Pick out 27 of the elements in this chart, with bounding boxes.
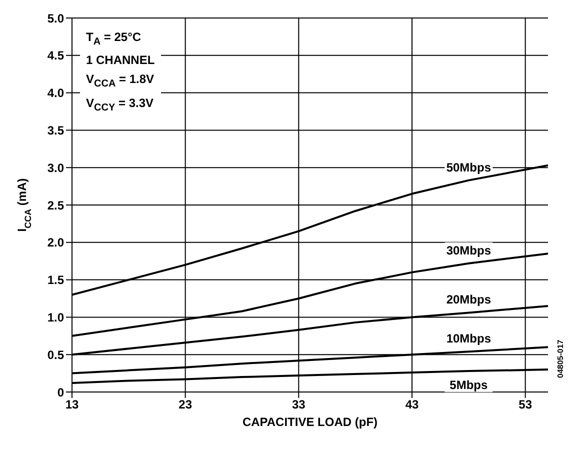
annotation: V$_{CCA}$ = 1.8V [86, 71, 155, 92]
y-tick-label: 3.5 [47, 123, 64, 138]
y-tick-label: 2.5 [47, 198, 64, 212]
series-label: 50Mbps [446, 160, 492, 174]
x-axis-title: CAPACITIVE LOAD (pF) [242, 415, 378, 429]
x-tick-label: 33 [292, 398, 306, 412]
y-tick-label: 1.0 [47, 310, 64, 324]
annotation: T$_{A}$ = 25°C [86, 29, 142, 50]
y-tick-label: 0 [57, 385, 64, 400]
y-tick-label: 5.0 [47, 11, 64, 26]
series-label: 30Mbps [446, 243, 492, 258]
x-tick-label: 43 [405, 398, 419, 412]
annotation: 1 CHANNEL [86, 52, 155, 70]
x-tick-label: 13 [65, 398, 79, 412]
x-tick-label: 53 [518, 398, 532, 412]
text: 04805-017 [556, 340, 565, 378]
y-tick-label: 2.0 [47, 236, 64, 250]
y-tick-label: 1.5 [47, 273, 64, 288]
y-tick-label: 4.5 [47, 48, 64, 63]
y-tick-label: 4.0 [47, 86, 64, 100]
annotation: V$_{CCY}$ = 3.3V [86, 94, 155, 116]
x-tick-label: 23 [178, 398, 192, 412]
y-tick-label: 0.5 [47, 348, 64, 362]
series-label: 10Mbps [446, 332, 492, 346]
series-label: 5Mbps [450, 378, 488, 392]
series-label: 20Mbps [446, 292, 492, 307]
y-tick-label: 3.0 [47, 160, 64, 175]
